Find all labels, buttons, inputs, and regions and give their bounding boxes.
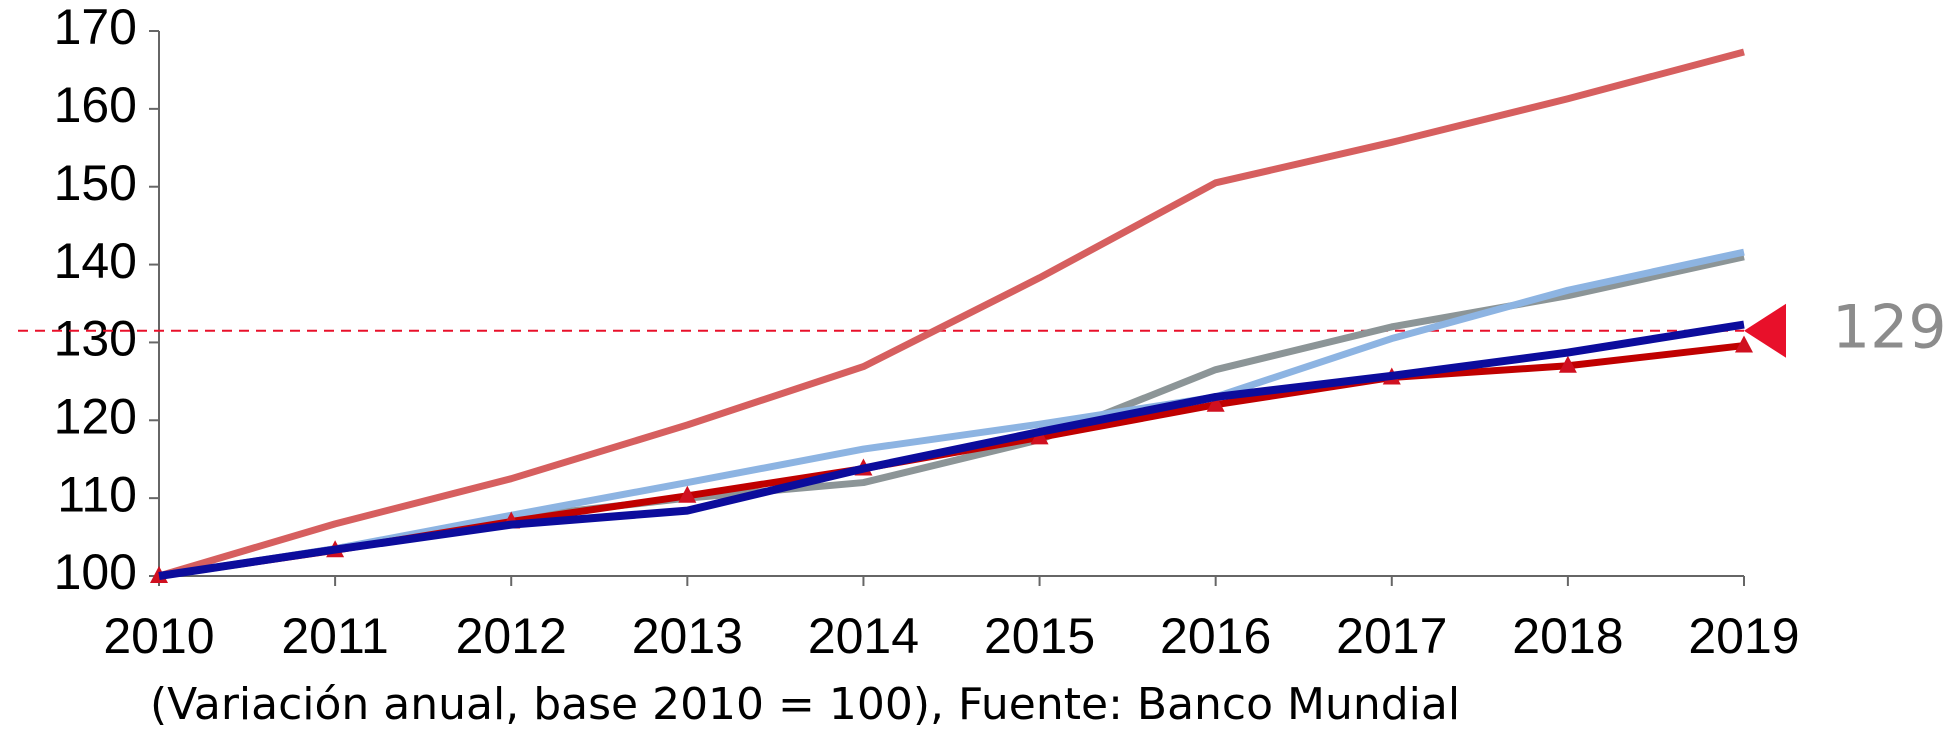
y-tick-label: 160 [54,77,137,133]
series-line [158,320,1745,580]
reference-marker [1744,303,1786,358]
x-tick-label: 2011 [281,608,389,664]
x-tick-label: 2018 [1512,608,1623,664]
series-line [158,248,1745,580]
x-tick-label: 2014 [808,608,919,664]
marker [1206,394,1225,412]
y-tick-label: 150 [54,155,137,211]
marker [1558,355,1577,373]
x-tick-label: 2015 [984,608,1095,664]
y-tick-label: 170 [54,0,137,55]
marker [678,485,697,503]
x-tick-label: 2010 [103,608,214,664]
x-tick-label: 2019 [1688,608,1799,664]
x-tick-label: 2017 [1336,608,1447,664]
caption: (Variación anual, base 2010 = 100), Fuen… [150,679,1460,730]
x-tick-label: 2016 [1160,608,1271,664]
x-tick-label: 2012 [456,608,567,664]
y-tick-label: 120 [54,388,137,444]
y-tick-label: 110 [57,466,137,522]
marker [1735,335,1753,353]
series-line [158,48,1745,580]
x-tick-label: 2013 [632,608,743,664]
y-tick-label: 100 [54,544,137,600]
y-tick-label: 140 [54,233,137,289]
reference-label: 129 [1832,292,1944,362]
y-tick-label: 130 [54,311,137,367]
